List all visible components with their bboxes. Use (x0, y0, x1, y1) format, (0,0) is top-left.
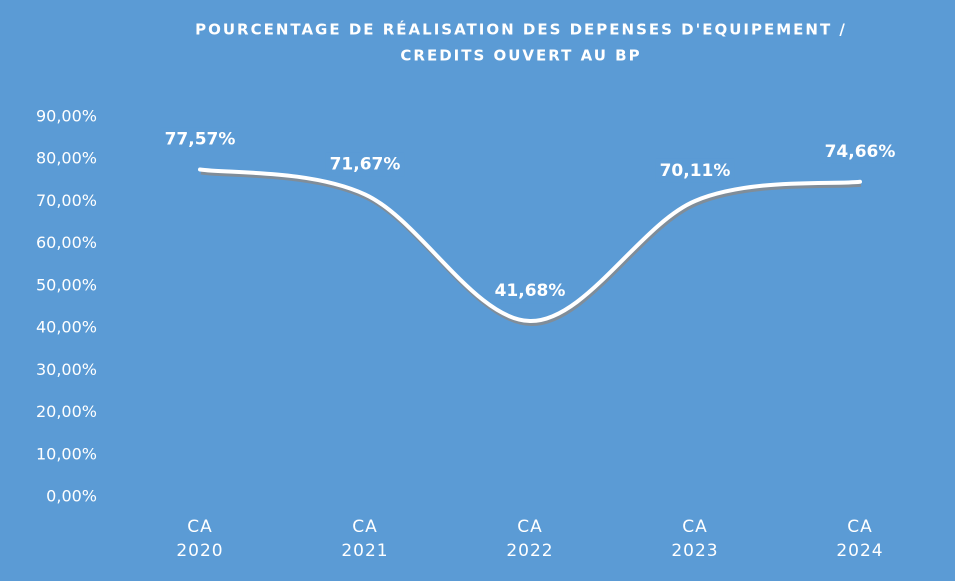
data-label: 74,66% (825, 142, 896, 162)
y-tick-label: 30,00% (36, 360, 97, 379)
y-tick-label: 40,00% (36, 318, 97, 337)
chart-title: CREDITS OUVERT AU BP (400, 47, 641, 65)
x-tick-label: CA 2020 (176, 517, 224, 561)
line-shadow (200, 170, 862, 327)
data-label-background (820, 139, 900, 164)
x-tick-label: CA 2024 (836, 517, 884, 561)
data-label-background (490, 279, 570, 304)
y-tick-label: 80,00% (36, 149, 97, 168)
y-tick-label: 60,00% (36, 233, 97, 252)
x-tick-label: CA 2023 (671, 517, 719, 561)
data-label: 77,57% (165, 129, 236, 149)
y-tick-label: 0,00% (46, 487, 97, 506)
x-tick-label: CA 2022 (506, 517, 554, 561)
y-tick-label: 70,00% (36, 191, 97, 210)
data-label-background (160, 127, 240, 152)
data-label: 70,11% (660, 161, 731, 181)
y-tick-label: 10,00% (36, 444, 97, 463)
line (198, 167, 862, 324)
y-tick-label: 50,00% (36, 275, 97, 294)
data-label-background (655, 158, 735, 183)
y-tick-label: 90,00% (36, 107, 97, 126)
data-label: 71,67% (330, 154, 401, 174)
data-label: 41,68% (495, 281, 566, 301)
chart-title: POURCENTAGE DE RÉALISATION DES DEPENSES … (195, 20, 847, 39)
y-tick-label: 20,00% (36, 402, 97, 421)
data-label-background (325, 152, 405, 177)
x-tick-label: CA 2021 (341, 517, 389, 561)
